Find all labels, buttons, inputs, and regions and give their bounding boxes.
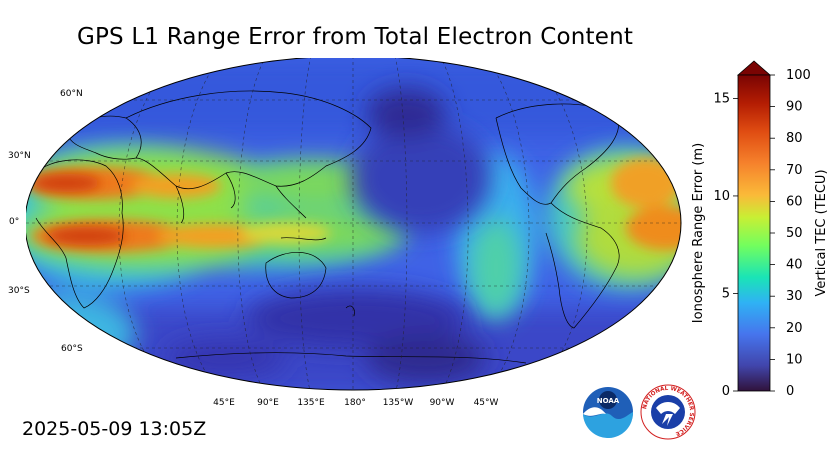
colorbar-right-axis: 0 10 20 30 40 50 60 70 80 90 100: [770, 68, 811, 399]
tec-map: 60°N 30°N 0° 30°S 60°S 45°E 90°E 135°E 1…: [8, 55, 686, 408]
colorbar-right-tick-label: 100: [786, 68, 811, 83]
colorbar-right-tick-label: 10: [786, 352, 803, 367]
noaa-logo: NOAA: [582, 386, 634, 442]
svg-text:NOAA: NOAA: [597, 397, 620, 405]
colorbar-right-tick-label: 60: [786, 194, 803, 209]
lat-label-30n: 30°N: [8, 151, 31, 161]
colorbar-right-tick-label: 90: [786, 100, 803, 115]
lon-label-90w: 90°W: [429, 398, 455, 408]
lon-label-135e: 135°E: [297, 398, 325, 408]
colorbar-left-tick-label: 0: [722, 384, 730, 399]
chart-title: GPS L1 Range Error from Total Electron C…: [76, 24, 634, 50]
colorbar: 0 5 10 15 0 10 20 30 40 50 60 70 80 90 100 Ionosphere…: [690, 58, 832, 407]
lat-label-60s: 60°S: [61, 344, 83, 354]
colorbar-right-tick-label: 70: [786, 163, 803, 178]
nws-logo: NATIONAL WEATHER SERVICE: [640, 384, 696, 444]
colorbar-ramp: [737, 74, 771, 392]
colorbar-extend-arrow: [736, 60, 772, 76]
colorbar-right-tick-label: 40: [786, 258, 803, 273]
colorbar-left-tick-label: 10: [713, 189, 730, 204]
colorbar-left-axis: 0 5 10 15: [713, 91, 738, 399]
colorbar-right-tick-label: 80: [786, 131, 803, 146]
colorbar-right-tick-label: 20: [786, 321, 803, 336]
graticule: [26, 56, 681, 390]
lat-label-60n: 60°N: [60, 89, 83, 99]
colorbar-right-tick-label: 30: [786, 289, 803, 304]
lat-label-30s: 30°S: [8, 286, 30, 296]
colorbar-right-title: Vertical TEC (TECU): [814, 169, 829, 296]
colorbar-right-tick-label: 50: [786, 226, 803, 241]
timestamp: 2025-05-09 13:05Z: [22, 418, 207, 440]
coastlines: [35, 90, 642, 364]
colorbar-left-tick-label: 5: [722, 286, 730, 301]
colorbar-left-title: Ionosphere Range Error (m): [691, 143, 706, 323]
lon-label-90e: 90°E: [257, 398, 279, 408]
lon-label-180: 180°: [344, 398, 366, 408]
lon-label-135w: 135°W: [382, 398, 414, 408]
lat-label-0: 0°: [9, 217, 20, 227]
map-svg: [24, 55, 682, 391]
lon-label-45w: 45°W: [473, 398, 499, 408]
colorbar-left-tick-label: 15: [713, 91, 730, 106]
lon-label-45e: 45°E: [213, 398, 235, 408]
colorbar-right-tick-label: 0: [786, 384, 794, 399]
